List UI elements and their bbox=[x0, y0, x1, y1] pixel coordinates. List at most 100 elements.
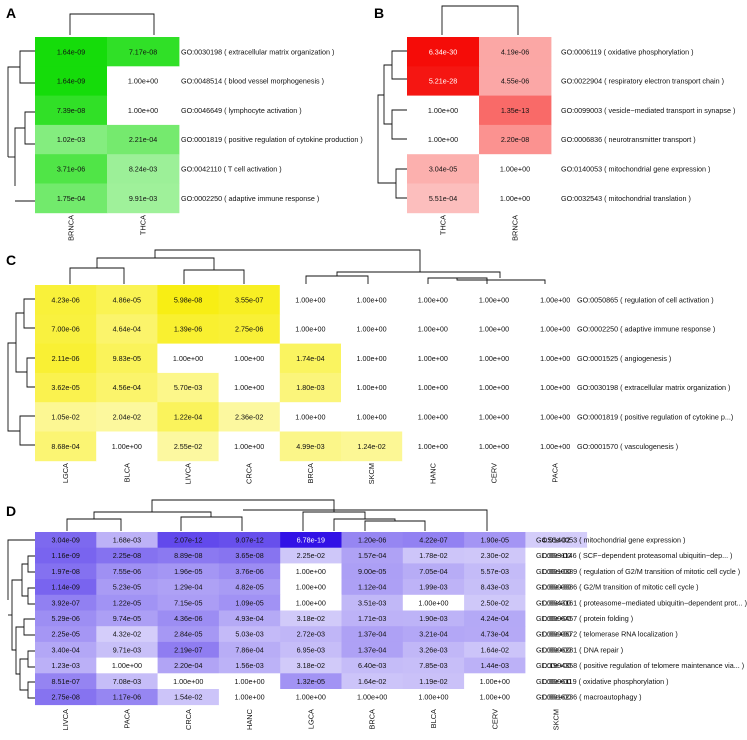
heatmap-cell bbox=[341, 594, 404, 611]
panel-label-d: D bbox=[6, 503, 16, 519]
panel-b: B 6.34e-30 4.19e-06 5.21e-28 4.55e-06 1.00e+… bbox=[374, 5, 735, 241]
cell-value-label: 4.36e-06 bbox=[174, 614, 202, 623]
cell-value-label: 1.19e-02 bbox=[419, 677, 447, 686]
heatmap-cell bbox=[524, 431, 587, 462]
cell-value-label: 3.55e-07 bbox=[235, 295, 263, 304]
cell-value-label: 8.51e-07 bbox=[51, 677, 79, 686]
heatmap-cell bbox=[35, 402, 97, 432]
column-label: BRNCA bbox=[511, 215, 520, 241]
cell-value-label: 3.40e-04 bbox=[51, 645, 79, 654]
row-label: GO:0030198 ( extracellular matrix organi… bbox=[577, 383, 730, 392]
cell-value-label: 1.00e+00 bbox=[234, 383, 264, 392]
heatmap-cell bbox=[341, 689, 404, 706]
column-dendrogram-d bbox=[66, 499, 488, 531]
cell-value-label: 4.56e-04 bbox=[113, 383, 141, 392]
heatmap-cell bbox=[35, 532, 97, 549]
cell-value-label: 1.71e-03 bbox=[358, 614, 386, 623]
column-label: CERV bbox=[490, 709, 499, 729]
heatmap-cell bbox=[407, 154, 480, 184]
cell-value-label: 2.20e-04 bbox=[174, 661, 202, 670]
cell-value-label: 7.05e-04 bbox=[419, 567, 447, 576]
heatmap-cell bbox=[525, 563, 588, 580]
cell-value-label: 1.05e-02 bbox=[51, 412, 79, 421]
heatmap-cell bbox=[218, 343, 281, 374]
heatmap-cell bbox=[525, 594, 588, 611]
column-label: CRCA bbox=[245, 463, 254, 484]
cell-value-label: 3.18e-02 bbox=[297, 614, 325, 623]
cell-value-label: 1.00e+00 bbox=[540, 442, 570, 451]
cell-value-label: 1.22e-05 bbox=[113, 598, 141, 607]
heatmap-cell bbox=[218, 402, 281, 432]
column-label: BRCA bbox=[306, 463, 315, 484]
row-label: GO:0140053 ( mitochondrial gene expressi… bbox=[536, 535, 685, 544]
heatmap-cell bbox=[35, 343, 97, 374]
heatmap-cell bbox=[280, 532, 342, 549]
heatmap-cell bbox=[524, 372, 587, 403]
cell-value-label: 1.17e-06 bbox=[113, 692, 141, 701]
cell-value-label: 1.00e+00 bbox=[128, 106, 158, 115]
heatmap-cell bbox=[525, 610, 588, 627]
heatmap-cell bbox=[35, 285, 97, 315]
cell-value-label: 6.95e-03 bbox=[297, 645, 325, 654]
cell-value-label: 1.00e+00 bbox=[234, 354, 264, 363]
cell-value-label: 1.68e-03 bbox=[113, 535, 141, 544]
heatmap-cell bbox=[157, 641, 220, 658]
cell-value-label: 1.74e-04 bbox=[296, 354, 324, 363]
heatmap-cell bbox=[96, 532, 158, 549]
heatmap-cell bbox=[96, 285, 158, 315]
heatmap-cell bbox=[463, 343, 525, 374]
heatmap-cell bbox=[280, 641, 342, 658]
heatmap-cell bbox=[96, 657, 158, 674]
cell-value-label: 1.64e-02 bbox=[358, 677, 386, 686]
cell-value-label: 4.82e-05 bbox=[235, 583, 263, 592]
heatmap-cell bbox=[280, 626, 342, 643]
cell-value-label: 4.19e-06 bbox=[501, 47, 529, 56]
heatmap-cell bbox=[463, 431, 525, 462]
row-label: GO:0048514 ( blood vessel morphogenesis … bbox=[181, 77, 324, 86]
row-label: GO:0032543 ( mitochondrial translation ) bbox=[561, 194, 691, 203]
row-label: GO:1904358 ( positive regulation of telo… bbox=[536, 661, 744, 670]
column-label: LIVCA bbox=[61, 709, 70, 730]
cell-value-label: 3.04e-05 bbox=[429, 164, 457, 173]
cell-value-label: 1.00e+00 bbox=[357, 325, 387, 334]
heatmap-cell bbox=[107, 66, 180, 96]
cell-value-label: 1.39e-06 bbox=[174, 325, 202, 334]
cell-value-label: 7.39e-08 bbox=[57, 106, 85, 115]
cell-value-label: 1.00e+00 bbox=[234, 442, 264, 451]
heatmap-cell bbox=[525, 626, 588, 643]
heatmap-cell bbox=[402, 594, 465, 611]
cell-value-label: 1.09e-05 bbox=[235, 598, 263, 607]
heatmap-cell bbox=[341, 372, 403, 403]
panel-label-b: B bbox=[374, 5, 384, 21]
cell-value-label: 4.55e-06 bbox=[501, 77, 529, 86]
cell-value-label: 1.90e-05 bbox=[481, 535, 509, 544]
row-label: GO:0022904 ( respiratory electron transp… bbox=[561, 77, 724, 86]
heatmap-cell bbox=[341, 673, 404, 690]
heatmap-cell bbox=[218, 673, 281, 690]
cell-value-label: 1.00e+00 bbox=[479, 295, 509, 304]
heatmap-cell bbox=[157, 314, 219, 344]
heatmap-cell bbox=[280, 689, 342, 706]
heatmap-cell bbox=[35, 594, 97, 611]
row-label: GO:0001819 ( positive regulation of cyto… bbox=[181, 135, 363, 144]
heatmap-cell bbox=[96, 314, 158, 344]
heatmap-cell bbox=[157, 372, 219, 403]
row-label: GO:0140053 ( mitochondrial gene expressi… bbox=[561, 164, 710, 173]
cell-value-label: 1.00e+00 bbox=[541, 583, 571, 592]
cell-value-label: 3.26e-03 bbox=[419, 645, 447, 654]
heatmap-cell bbox=[402, 689, 465, 706]
heatmap-cell bbox=[218, 594, 281, 611]
heatmap-cell bbox=[218, 285, 281, 315]
cell-value-label: 1.00e+00 bbox=[541, 551, 571, 560]
cell-value-label: 1.78e-02 bbox=[419, 551, 447, 560]
heatmap-cell bbox=[479, 183, 552, 214]
cell-value-label: 7.17e-08 bbox=[129, 47, 157, 56]
cell-value-label: 2.04e-02 bbox=[113, 412, 141, 421]
heatmap-cell bbox=[157, 563, 220, 580]
row-label: GO:0001819 ( positive regulation of cyto… bbox=[577, 412, 733, 421]
cell-value-label: 1.00e+00 bbox=[295, 295, 325, 304]
cell-value-label: 1.00e+00 bbox=[418, 383, 448, 392]
column-label: SKCM bbox=[552, 709, 561, 730]
cell-value-label: 2.25e-02 bbox=[297, 551, 325, 560]
